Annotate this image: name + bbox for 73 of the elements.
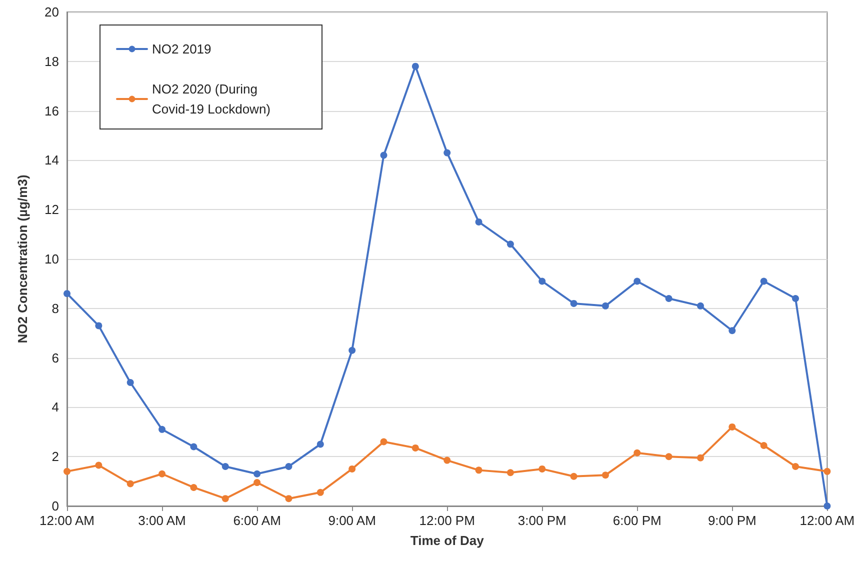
point (475, 218, 482, 226)
point (158, 426, 166, 433)
point (824, 468, 831, 475)
point (190, 443, 198, 450)
x-tick-label: 6:00 PM (612, 513, 662, 528)
x-tick-label: 9:00 PM (708, 513, 756, 528)
y-tick-label: 4 (52, 400, 59, 415)
point (634, 278, 641, 285)
point (95, 462, 102, 469)
x-tick-label: 12:00 AM (800, 513, 855, 528)
point (792, 295, 800, 302)
point (506, 469, 514, 476)
point (634, 449, 641, 456)
x-tick-label: 12:00 AM (40, 513, 94, 528)
point (348, 346, 356, 354)
x-tick-label: 12:00 PM (419, 513, 475, 528)
y-tick-label: 8 (52, 300, 59, 316)
point (316, 440, 324, 448)
x-tick-label: 9:00 AM (328, 513, 376, 528)
point (126, 480, 134, 488)
point (665, 295, 672, 302)
point (506, 240, 514, 248)
point (570, 300, 578, 307)
point (444, 456, 451, 464)
point (190, 484, 198, 491)
point (380, 152, 388, 159)
point (570, 472, 578, 480)
point (602, 302, 609, 310)
point (602, 472, 609, 479)
y-axis-title: NO2 Concentration (µg/m3) (15, 174, 30, 344)
y-tick-label: 6 (52, 350, 59, 366)
point (222, 495, 229, 502)
point (412, 62, 419, 70)
x-tick-label: 6:00 AM (233, 513, 281, 528)
point (126, 379, 134, 386)
point (285, 495, 292, 502)
point (728, 327, 736, 334)
point (380, 438, 388, 446)
x-tick-label: 3:00 PM (518, 513, 566, 528)
point (158, 470, 166, 478)
x-tick-label: 3:00 AM (138, 513, 186, 528)
point (254, 470, 261, 478)
point (95, 322, 102, 330)
y-tick-label: 14 (44, 152, 59, 168)
point (475, 466, 482, 474)
legend-label: NO2 2019 (152, 42, 212, 56)
y-tick-label: 20 (44, 4, 59, 20)
point (538, 465, 546, 472)
point (412, 444, 419, 452)
point (444, 149, 451, 156)
point (760, 278, 768, 285)
y-tick-label: 2 (52, 449, 59, 464)
point (254, 479, 261, 486)
point (348, 465, 356, 472)
point (64, 468, 70, 475)
point (696, 454, 704, 462)
y-tick-label: 10 (44, 252, 59, 266)
point (696, 302, 704, 310)
point (538, 278, 546, 285)
point (792, 462, 800, 470)
legend-label: NO2 2020 (During Covid-19 Lockdown) (152, 82, 271, 116)
y-tick-label: 18 (44, 54, 59, 69)
point (760, 442, 768, 449)
point (665, 453, 672, 460)
point (64, 290, 70, 298)
x-axis-title: Time of Day (410, 533, 485, 548)
point (316, 488, 324, 496)
point (285, 462, 292, 470)
point (222, 462, 229, 470)
y-tick-label: 16 (44, 103, 59, 118)
y-tick-label: 0 (52, 498, 59, 514)
point (728, 423, 736, 430)
y-tick-label: 12 (44, 202, 59, 218)
